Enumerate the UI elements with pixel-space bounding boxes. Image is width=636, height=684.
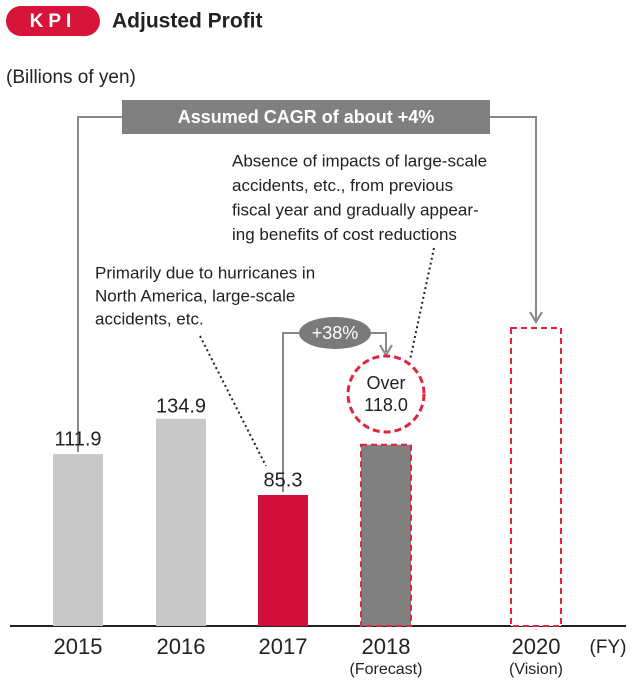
annotation: North America, large-scale (95, 286, 295, 305)
category-note: (Forecast) (350, 661, 423, 678)
badge-bg (6, 6, 100, 36)
bar (156, 418, 206, 626)
badge: KPI (30, 11, 77, 32)
annotation: accidents, etc., from previous (232, 176, 453, 195)
leader-lines (199, 247, 435, 467)
growth-label: +38% (312, 323, 359, 343)
value-label: 134.9 (156, 395, 206, 417)
highlight-circle (346, 354, 426, 434)
cagr-label: Assumed CAGR of about +4% (178, 107, 435, 127)
x-tick-label: 2018 (362, 634, 411, 659)
x-tick-label: 2015 (54, 634, 103, 659)
annotation: fiscal year and gradually appear- (232, 200, 479, 219)
x-tick-label: 2020 (512, 634, 561, 659)
x-tick-label: 2016 (157, 634, 206, 659)
chart-title: Adjusted Profit (112, 10, 263, 33)
value-label: Over 118.0 (364, 373, 408, 415)
annotation: ing benefits of cost reductions (232, 225, 457, 244)
bar (258, 494, 308, 626)
bar (510, 327, 562, 627)
bar (53, 454, 103, 626)
connectors (77, 116, 543, 492)
value-label: 111.9 (54, 428, 101, 450)
growth-bubble (299, 317, 371, 349)
value-label: 85.3 (264, 469, 303, 491)
bar (360, 443, 412, 628)
category-note: (Vision) (509, 661, 563, 678)
annotation: Primarily due to hurricanes in (95, 263, 315, 282)
annotation: Absence of impacts of large-scale (232, 151, 487, 170)
cagr-box (122, 100, 490, 134)
x-axis-label: (FY) (590, 637, 627, 658)
x-tick-label: 2017 (259, 634, 308, 659)
annotation: accidents, etc. (95, 309, 204, 328)
y-axis-label: (Billions of yen) (6, 67, 136, 88)
